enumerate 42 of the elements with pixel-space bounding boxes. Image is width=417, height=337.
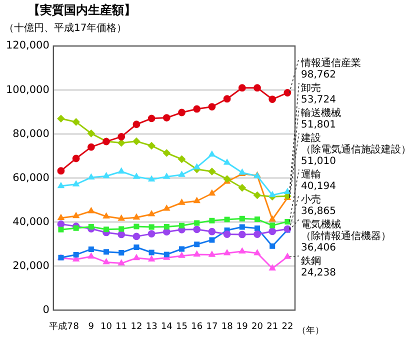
x-tick-label: 19 xyxy=(236,322,248,332)
data-label: 36,865 xyxy=(301,206,336,217)
text: 卸売 xyxy=(301,82,321,94)
series-label: 電気機械（除情報通信機器） xyxy=(301,218,391,242)
chart-title: 【実質国内生産額】 xyxy=(28,3,136,17)
x-tick-label: 16 xyxy=(191,322,203,332)
x-tick-label: 14 xyxy=(160,322,173,332)
x-tick-label: 平成7 xyxy=(49,320,73,332)
data-label: 24,238 xyxy=(301,268,336,278)
y-tick-label: 60,000 xyxy=(12,172,50,184)
x-axis-title: （年） xyxy=(297,325,324,336)
y-tick-label: 40,000 xyxy=(12,216,50,228)
text: 情報通信産業 xyxy=(300,57,361,69)
data-label: 51,801 xyxy=(301,120,336,130)
x-tick-label: 22 xyxy=(282,322,294,332)
x-tick-label: 10 xyxy=(100,322,112,332)
x-tick-label: 13 xyxy=(146,322,158,332)
text: 小売 xyxy=(301,194,321,206)
text: 建設（除電気通信施設建設） xyxy=(300,132,411,156)
y-tick-label: 120,000 xyxy=(6,40,50,52)
x-tick-label: 18 xyxy=(221,322,234,332)
data-label: 98,762 xyxy=(301,70,336,80)
y-axis-title: （十億円、平成17年価格） xyxy=(4,22,127,34)
x-tick-label: 11 xyxy=(116,322,128,332)
y-tick-label: 0 xyxy=(42,304,50,316)
x-tick-label: 8 xyxy=(73,322,80,332)
x-tick-label: 20 xyxy=(252,322,264,332)
data-label: 53,724 xyxy=(301,94,336,106)
text: 運輸 xyxy=(301,168,321,180)
x-tick-label: 12 xyxy=(130,322,142,332)
x-tick-label: 9 xyxy=(88,322,94,332)
y-tick-label: 80,000 xyxy=(12,128,50,140)
x-tick-label: 15 xyxy=(176,322,188,332)
y-tick-label: 20,000 xyxy=(12,260,50,272)
data-label: 40,194 xyxy=(301,181,336,192)
data-label: 36,406 xyxy=(301,242,336,254)
x-tick-label: 17 xyxy=(206,322,218,332)
data-label: 51,010 xyxy=(301,156,336,167)
x-tick-label: 21 xyxy=(266,322,278,332)
text: 輸送機械 xyxy=(301,107,341,119)
series-label: 鉄鋼 xyxy=(301,255,321,267)
y-tick-label: 100,000 xyxy=(6,84,50,96)
